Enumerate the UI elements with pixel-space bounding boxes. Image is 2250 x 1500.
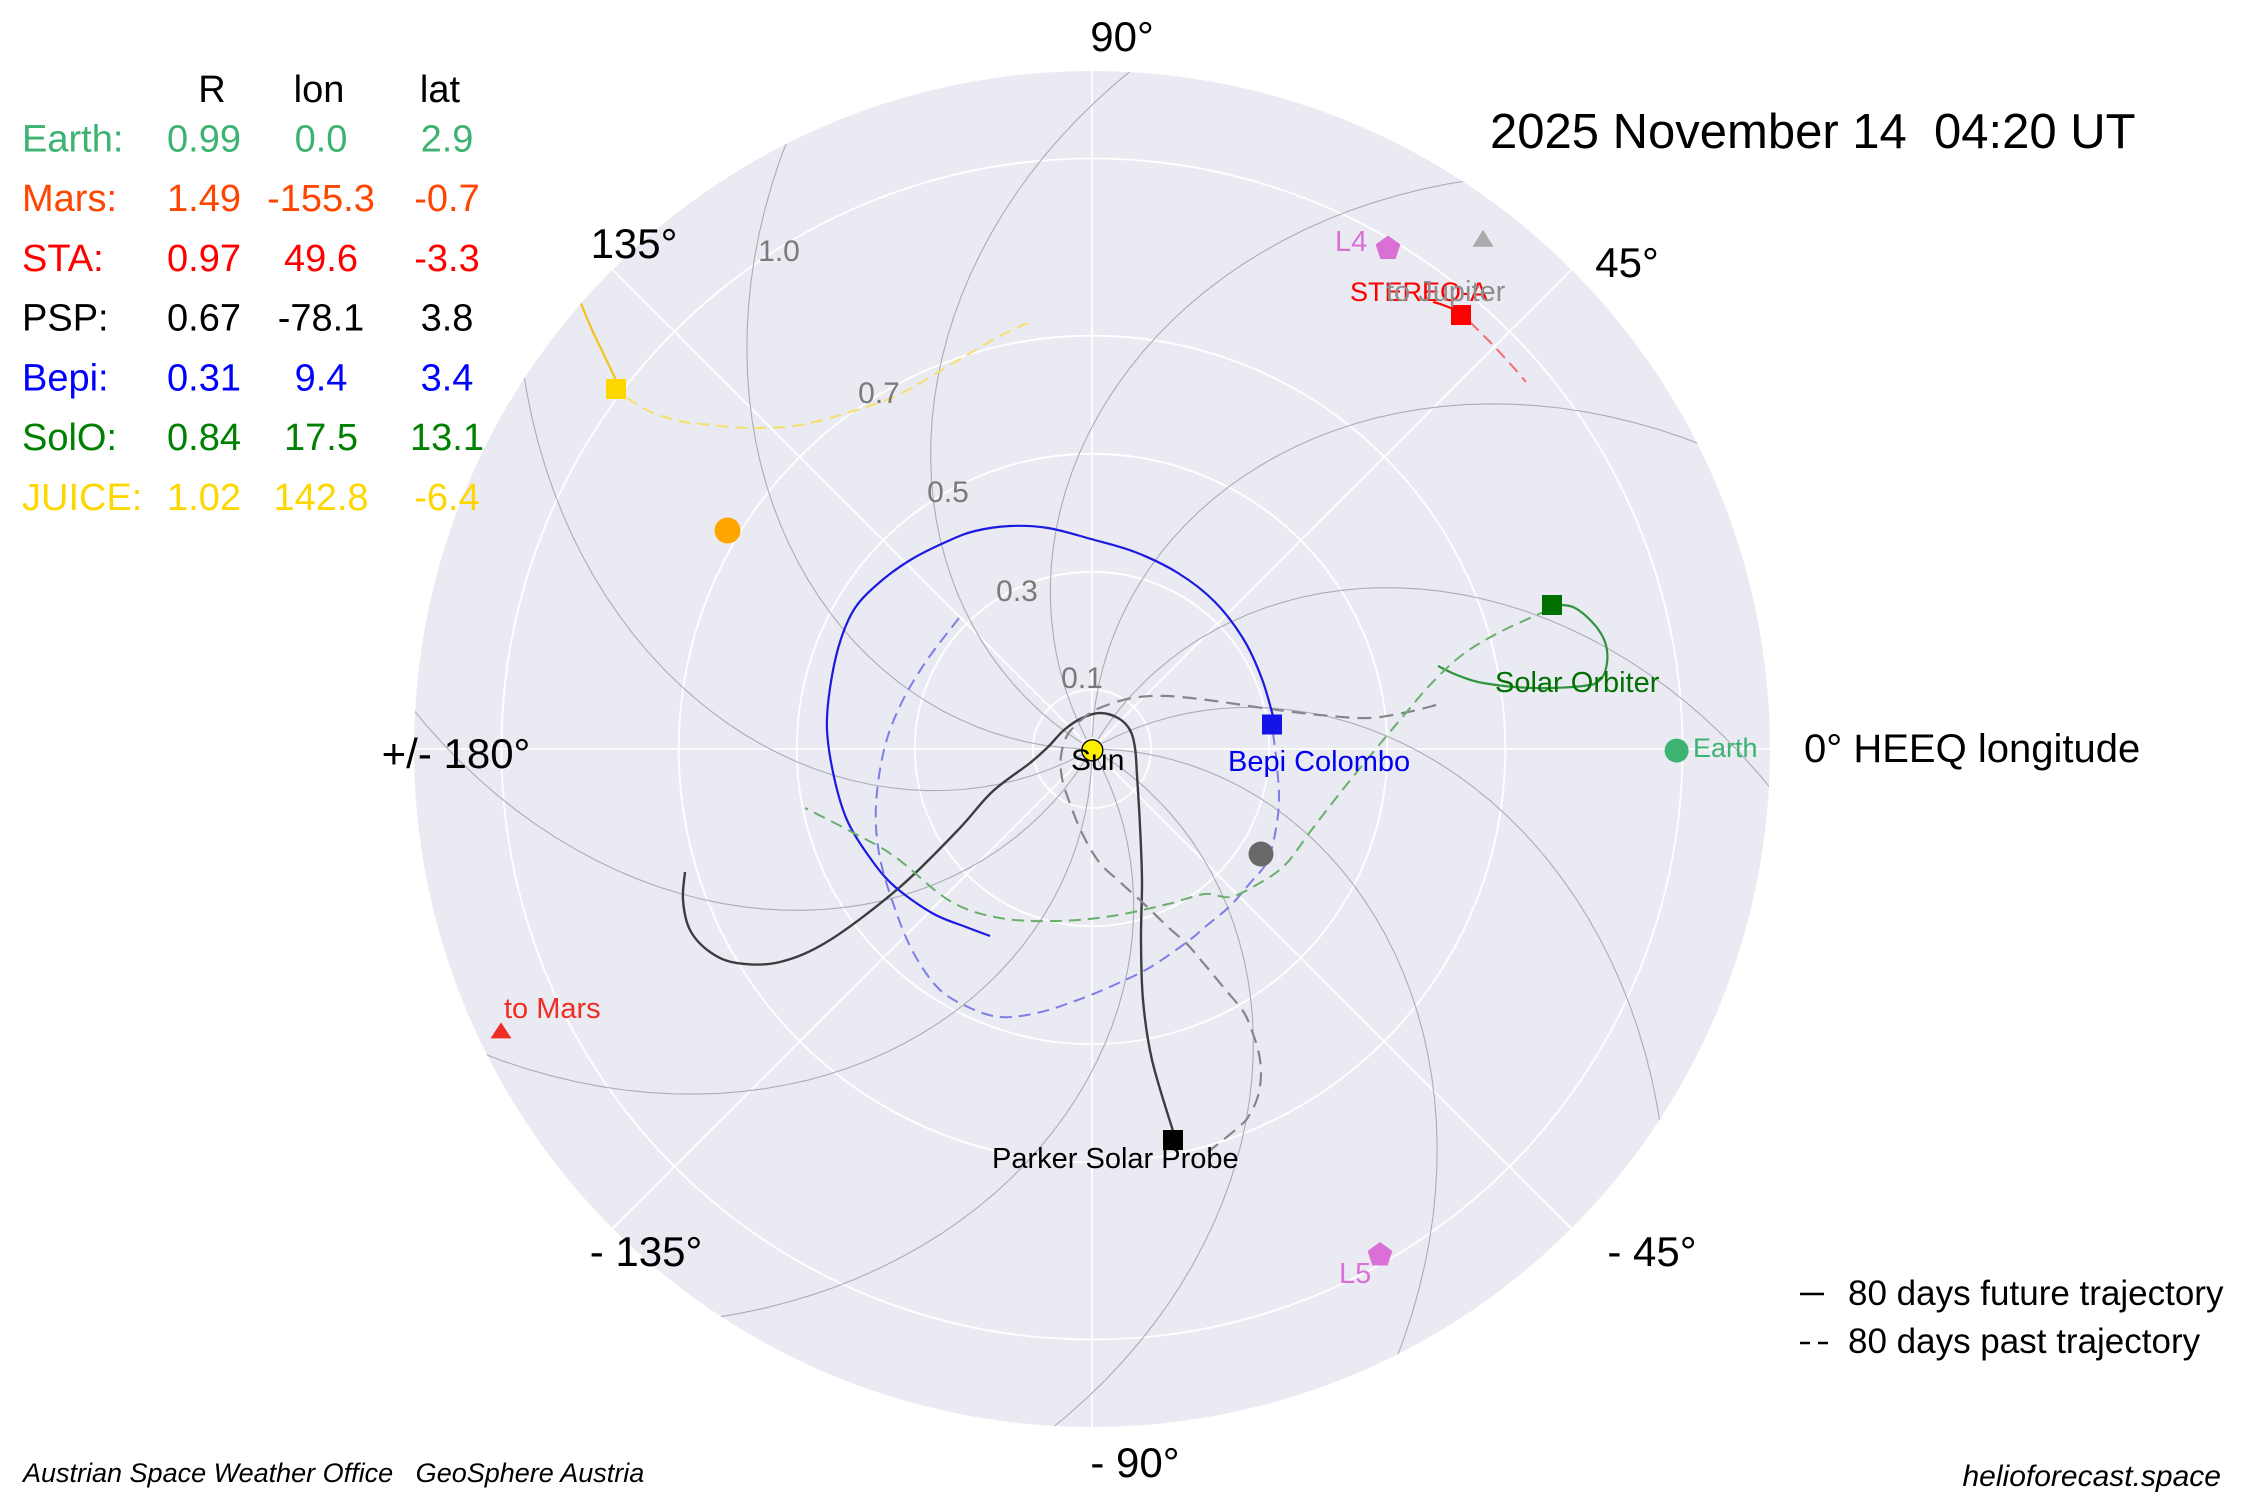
svg-text:0.97: 0.97 [167, 238, 241, 280]
svg-text:0.1: 0.1 [1061, 662, 1103, 695]
svg-text:0.67: 0.67 [167, 298, 241, 340]
svg-text:-155.3: -155.3 [267, 178, 375, 220]
svg-text:lat: lat [420, 69, 461, 111]
svg-text:0.3: 0.3 [996, 575, 1038, 608]
svg-text:9.4: 9.4 [295, 358, 348, 400]
svg-text:- 45°: - 45° [1607, 1228, 1696, 1275]
svg-text:to Jupiter: to Jupiter [1386, 276, 1506, 308]
svg-text:Bepi Colombo: Bepi Colombo [1228, 746, 1410, 778]
svg-text:- 90°: - 90° [1090, 1439, 1179, 1486]
svg-text:0° HEEQ longitude: 0° HEEQ longitude [1804, 727, 2140, 771]
svg-text:Bepi:: Bepi: [22, 358, 109, 400]
svg-text:- 135°: - 135° [590, 1228, 703, 1275]
svg-text:-0.7: -0.7 [414, 178, 479, 220]
svg-text:L5: L5 [1339, 1258, 1371, 1290]
svg-text:80 days past trajectory: 80 days past trajectory [1848, 1322, 2201, 1361]
svg-text:90°: 90° [1090, 13, 1154, 60]
svg-text:Mars:: Mars: [22, 178, 117, 220]
svg-text:to Mars: to Mars [504, 993, 601, 1025]
svg-text:R: R [198, 69, 225, 111]
svg-text:0.31: 0.31 [167, 358, 241, 400]
svg-text:142.8: 142.8 [273, 477, 368, 519]
svg-text:JUICE:: JUICE: [22, 477, 142, 519]
svg-text:Earth: Earth [1693, 733, 1758, 763]
svg-text:lon: lon [294, 69, 345, 111]
svg-text:SolO:: SolO: [22, 417, 117, 459]
svg-text:13.1: 13.1 [410, 417, 484, 459]
svg-text:-6.4: -6.4 [414, 477, 479, 519]
svg-text:0.5: 0.5 [927, 476, 969, 509]
svg-text:STEREO-A: STEREO-A [1350, 277, 1488, 307]
svg-text:0.99: 0.99 [167, 119, 241, 161]
svg-text:+/- 180°: +/- 180° [382, 730, 531, 777]
svg-text:80 days future trajectory: 80 days future trajectory [1848, 1274, 2224, 1313]
svg-text:-3.3: -3.3 [414, 238, 479, 280]
svg-text:Solar Orbiter: Solar Orbiter [1495, 667, 1660, 699]
svg-text:Parker Solar Probe: Parker Solar Probe [992, 1143, 1239, 1175]
svg-text:Austrian Space Weather Office: Austrian Space Weather Office GeoSphere … [21, 1458, 644, 1488]
svg-text:0.7: 0.7 [858, 377, 900, 410]
svg-text:2025 November 14 04:20 UT: 2025 November 14 04:20 UT [1490, 105, 2136, 159]
svg-text:49.6: 49.6 [284, 238, 358, 280]
svg-text:PSP:: PSP: [22, 298, 109, 340]
svg-text:-78.1: -78.1 [278, 298, 365, 340]
svg-text:3.8: 3.8 [421, 298, 474, 340]
svg-text:L4: L4 [1335, 226, 1367, 258]
svg-text:0.0: 0.0 [295, 119, 348, 161]
svg-text:45°: 45° [1595, 239, 1659, 286]
svg-text:135°: 135° [591, 220, 678, 267]
svg-text:2.9: 2.9 [421, 119, 474, 161]
svg-text:17.5: 17.5 [284, 417, 358, 459]
svg-text:1.49: 1.49 [167, 178, 241, 220]
svg-text:Sun: Sun [1071, 744, 1124, 777]
svg-text:Earth:: Earth: [22, 119, 123, 161]
svg-text:STA:: STA: [22, 238, 104, 280]
svg-text:0.84: 0.84 [167, 417, 241, 459]
svg-text:helioforecast.space: helioforecast.space [1963, 1460, 2222, 1493]
svg-text:3.4: 3.4 [421, 358, 474, 400]
svg-text:1.0: 1.0 [758, 235, 800, 268]
svg-text:1.02: 1.02 [167, 477, 241, 519]
